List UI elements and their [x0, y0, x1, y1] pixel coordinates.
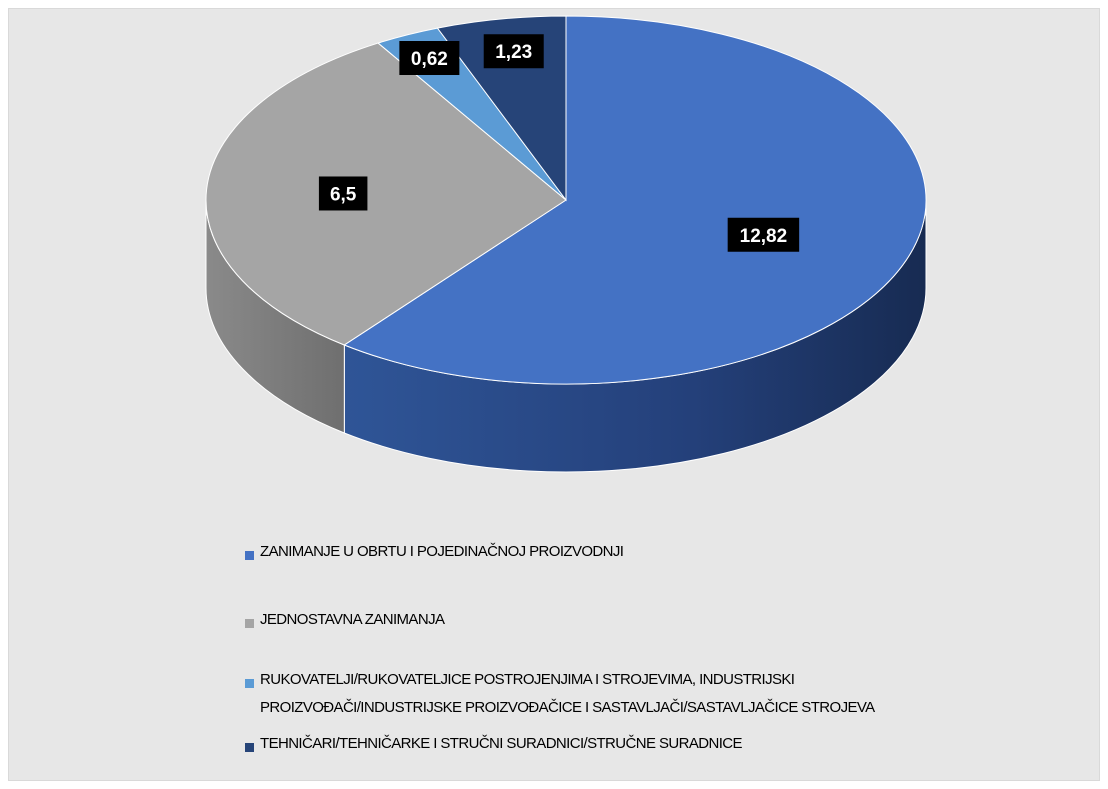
- pie-slices: [205, 15, 927, 385]
- chart-area: 12,82 6,5 0,62 1,23 ZANIMANJE U OBRTU I POJ…: [8, 8, 1100, 781]
- data-label: 0,62: [399, 41, 460, 76]
- legend-swatch: [245, 619, 254, 628]
- legend-item: JEDNOSTAVNA ZANIMANJA: [245, 611, 960, 634]
- data-label-text: 12,82: [740, 226, 788, 247]
- legend-swatch: [245, 743, 254, 752]
- legend-label: ZANIMANJE U OBRTU I POJEDINAČNOJ PROIZVO…: [260, 543, 624, 560]
- legend-swatch: [245, 679, 254, 688]
- legend-item: TEHNIČARI/TEHNIČARKE I STRUČNI SURADNICI…: [245, 735, 960, 758]
- legend-label: RUKOVATELJI/RUKOVATELJICE POSTROJENJIMA …: [260, 671, 875, 716]
- legend-label: TEHNIČARI/TEHNIČARKE I STRUČNI SURADNICI…: [260, 735, 743, 752]
- pie-data-labels: 12,82 6,5 0,62 1,23: [318, 34, 800, 252]
- data-label-box: [727, 217, 800, 252]
- pie-chart: 12,82 6,5 0,62 1,23: [205, 15, 927, 473]
- legend-item: RUKOVATELJI/RUKOVATELJICE POSTROJENJIMA …: [245, 671, 960, 722]
- pie-slice: [205, 42, 567, 346]
- legend-label: JEDNOSTAVNA ZANIMANJA: [260, 611, 445, 628]
- data-label-text: 1,23: [495, 42, 532, 63]
- data-label: 1,23: [483, 34, 544, 69]
- pie-slice: [343, 15, 927, 385]
- data-label-box: [318, 176, 368, 211]
- data-label: 6,5: [318, 176, 368, 211]
- legend-swatch: [245, 551, 254, 560]
- data-label-box: [399, 41, 460, 76]
- legend-item: ZANIMANJE U OBRTU I POJEDINAČNOJ PROIZVO…: [245, 543, 960, 566]
- data-label-text: 6,5: [330, 184, 357, 205]
- data-label: 12,82: [727, 217, 800, 252]
- data-label-text: 0,62: [411, 49, 448, 70]
- data-label-box: [483, 34, 544, 69]
